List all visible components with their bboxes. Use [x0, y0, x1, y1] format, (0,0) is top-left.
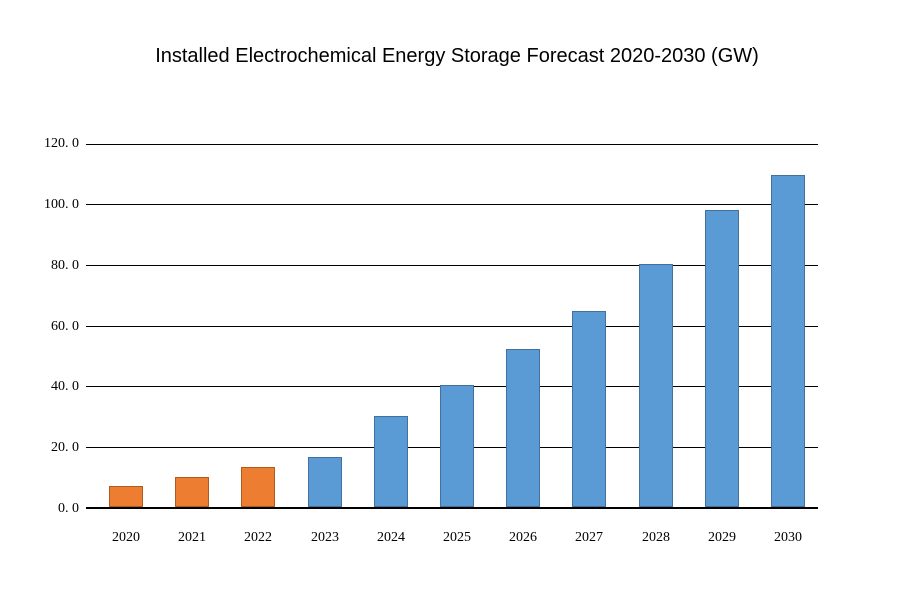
bar-2029: [705, 210, 739, 507]
x-tick-label-2026: 2026: [509, 530, 537, 545]
bar-2022: [241, 467, 275, 507]
bar-2026: [506, 349, 540, 507]
x-tick-label-2020: 2020: [112, 530, 140, 545]
gridline-120: [86, 144, 818, 145]
gridline-60: [86, 325, 818, 327]
bar-2024: [374, 416, 408, 507]
bar-2023: [308, 457, 342, 507]
bar-2025: [440, 385, 474, 507]
gridline-100: [86, 203, 818, 205]
y-tick-label-20: 20. 0: [51, 440, 79, 456]
x-tick-label-2029: 2029: [708, 530, 736, 545]
y-tick-label-40: 40. 0: [51, 379, 79, 395]
x-axis-line: [86, 507, 818, 509]
gridline-80: [86, 264, 818, 266]
bar-2028: [639, 264, 673, 507]
plot-area: [86, 144, 818, 509]
x-tick-label-2023: 2023: [311, 530, 339, 545]
bar-2027: [572, 311, 606, 507]
chart-title: Installed Electrochemical Energy Storage…: [155, 45, 759, 67]
x-tick-label-2021: 2021: [178, 530, 206, 545]
y-tick-label-0: 0. 0: [58, 501, 79, 516]
x-tick-label-2028: 2028: [642, 530, 670, 545]
x-tick-label-2025: 2025: [443, 530, 471, 545]
x-tick-label-2024: 2024: [377, 530, 405, 545]
bar-2030: [771, 175, 805, 507]
x-tick-label-2027: 2027: [575, 530, 603, 545]
x-tick-label-2030: 2030: [774, 530, 802, 545]
y-tick-label-80: 80. 0: [51, 257, 79, 273]
y-tick-label-120: 120. 0: [44, 136, 79, 151]
bar-2021: [175, 477, 209, 507]
x-tick-label-2022: 2022: [244, 530, 272, 545]
y-tick-label-100: 100. 0: [44, 196, 79, 212]
y-tick-label-60: 60. 0: [51, 318, 79, 334]
bar-2020: [109, 486, 143, 507]
